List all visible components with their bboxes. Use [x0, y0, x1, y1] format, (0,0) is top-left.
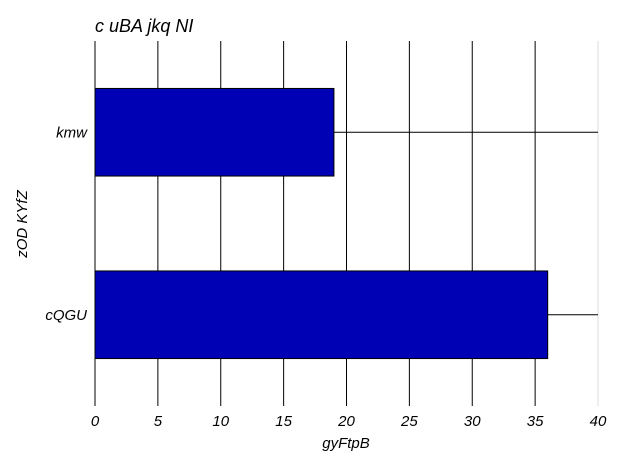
y-axis-categories: kmw cQGU — [45, 124, 88, 324]
bars — [94, 87, 549, 360]
x-tick-label-5: 5 — [154, 413, 163, 430]
y-category-label-kmw: kmw — [56, 124, 88, 141]
x-axis-ticks: 0 5 10 15 20 25 30 35 40 — [91, 413, 607, 430]
x-tick-label-20: 20 — [337, 413, 355, 430]
x-tick-label-35: 35 — [527, 413, 544, 430]
x-tick-label-0: 0 — [91, 413, 100, 430]
x-tick-label-10: 10 — [212, 413, 229, 430]
x-tick-label-40: 40 — [590, 413, 607, 430]
y-axis-label: zOD KYfZ — [14, 189, 31, 258]
x-tick-label-15: 15 — [275, 413, 292, 430]
x-axis-label: gyFtpB — [322, 435, 370, 452]
chart-title: c uBA jkq NI — [95, 16, 193, 36]
y-category-label-cQGU: cQGU — [45, 307, 87, 324]
bar-kmw — [94, 87, 335, 177]
x-tick-label-25: 25 — [400, 413, 418, 430]
x-tick-label-30: 30 — [464, 413, 481, 430]
bar-cQGU — [94, 270, 549, 360]
